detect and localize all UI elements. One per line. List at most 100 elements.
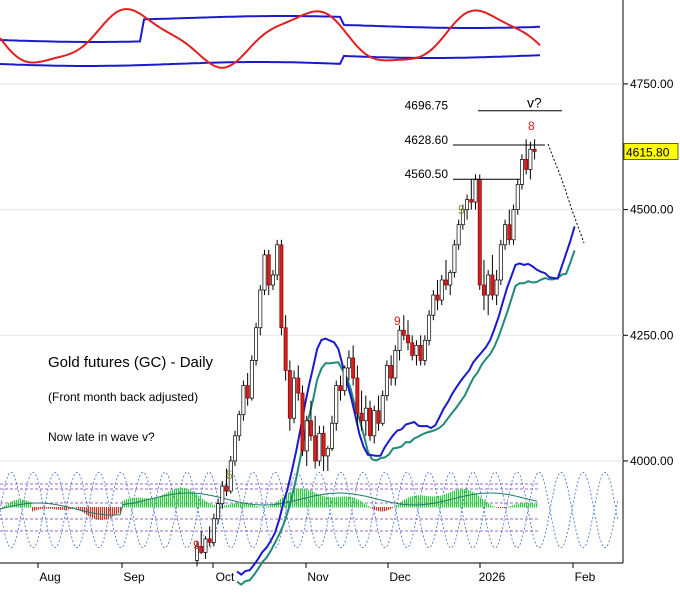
time-axis: Aug Sep Oct Nov Dec 2026 Feb <box>37 563 596 584</box>
osc-bar <box>12 500 14 508</box>
osc-bar <box>80 507 82 511</box>
osc-bar <box>320 495 322 508</box>
candle-body-75 <box>511 209 516 241</box>
moving-averages <box>236 226 576 586</box>
osc-bar <box>32 507 34 512</box>
osc-bar <box>318 494 320 508</box>
osc-bar <box>110 507 112 518</box>
level-label-0: 4696.75 <box>405 99 449 113</box>
cycle-wave-0 <box>0 472 619 548</box>
osc-bar <box>394 506 396 508</box>
candle-body-32 <box>330 422 334 449</box>
osc-bar <box>56 507 58 510</box>
time-label-2: Oct <box>216 570 235 584</box>
osc-bar <box>42 507 44 509</box>
osc-bar <box>390 507 392 510</box>
osc-bar <box>466 489 468 508</box>
osc-bar <box>188 489 190 508</box>
time-label-3: Nov <box>307 570 328 584</box>
osc-bar <box>62 507 64 511</box>
osc-bar <box>250 504 252 508</box>
osc-bar <box>310 490 312 508</box>
candle-body-0 <box>195 546 199 561</box>
osc-signal-line <box>0 492 538 516</box>
osc-bar <box>30 501 32 508</box>
osc-bar <box>234 503 236 508</box>
osc-bar <box>140 497 142 508</box>
osc-bar <box>254 505 256 508</box>
candle-body-5 <box>216 503 221 520</box>
cycle-wave-1 <box>0 472 619 548</box>
candle-body-24 <box>296 377 301 394</box>
osc-bar <box>156 497 158 508</box>
candle-body-48 <box>397 329 402 351</box>
count-labels: 9 5 9 5 8 <box>193 119 535 552</box>
candle-body-67 <box>477 179 482 286</box>
osc-bar <box>262 506 264 508</box>
osc-bar <box>4 505 6 508</box>
osc-bar <box>334 497 336 508</box>
candle-body-15 <box>258 289 263 329</box>
osc-bar <box>512 505 514 508</box>
osc-bar <box>46 507 48 509</box>
candle-body-72 <box>498 244 503 281</box>
osc-bar <box>498 507 500 509</box>
osc-bar <box>492 505 494 508</box>
osc-bar <box>242 503 244 508</box>
candle-body-30 <box>321 432 326 457</box>
osc-bar <box>356 498 358 508</box>
osc-bar <box>252 505 254 508</box>
osc-bar <box>404 499 406 508</box>
candle-body-17 <box>266 254 271 286</box>
candle-body-36 <box>346 357 351 369</box>
osc-bar <box>264 506 266 508</box>
candle-body-26 <box>304 420 309 452</box>
osc-bar <box>516 504 518 508</box>
osc-bar <box>2 507 4 508</box>
candle-body-40 <box>363 407 368 422</box>
osc-bar <box>270 505 272 508</box>
osc-bar <box>326 496 328 508</box>
projection-line <box>547 143 585 244</box>
osc-bar <box>154 497 156 508</box>
candle-body-37 <box>351 357 356 379</box>
osc-bar <box>420 495 422 508</box>
osc-bar <box>536 504 538 508</box>
osc-bar <box>530 503 532 508</box>
osc-bar <box>212 504 214 508</box>
osc-bar <box>266 506 268 508</box>
osc-bar <box>500 507 502 509</box>
candle-body-53 <box>418 344 423 361</box>
candle-body-23 <box>292 377 297 419</box>
osc-bar <box>182 487 184 508</box>
candle-body-77 <box>519 158 524 185</box>
candle-body-19 <box>275 244 280 276</box>
osc-bar <box>184 488 186 508</box>
osc-bar <box>398 503 400 508</box>
osc-bar <box>354 497 356 508</box>
osc-bar <box>486 502 488 508</box>
osc-bar <box>50 507 52 509</box>
osc-bar <box>424 495 426 508</box>
candle-body-7 <box>224 485 229 492</box>
candle-body-22 <box>287 370 292 419</box>
candle-body-66 <box>473 179 478 203</box>
osc-bar <box>240 502 242 508</box>
osc-bar <box>208 502 210 508</box>
osc-bar <box>40 507 42 510</box>
osc-bar <box>66 507 68 510</box>
osc-bar <box>286 494 288 508</box>
candle-body-50 <box>406 334 410 344</box>
candle-body-13 <box>249 360 254 399</box>
osc-bar <box>410 496 412 508</box>
osc-bar <box>22 499 24 508</box>
osc-bar <box>82 507 84 513</box>
candle-body-52 <box>414 344 419 356</box>
osc-bar <box>256 506 258 508</box>
candle-body-71 <box>494 279 499 296</box>
osc-bar <box>484 500 486 508</box>
osc-bar <box>180 487 182 508</box>
osc-bar <box>72 507 74 509</box>
candle-body-35 <box>342 367 347 391</box>
osc-bar <box>324 496 326 508</box>
